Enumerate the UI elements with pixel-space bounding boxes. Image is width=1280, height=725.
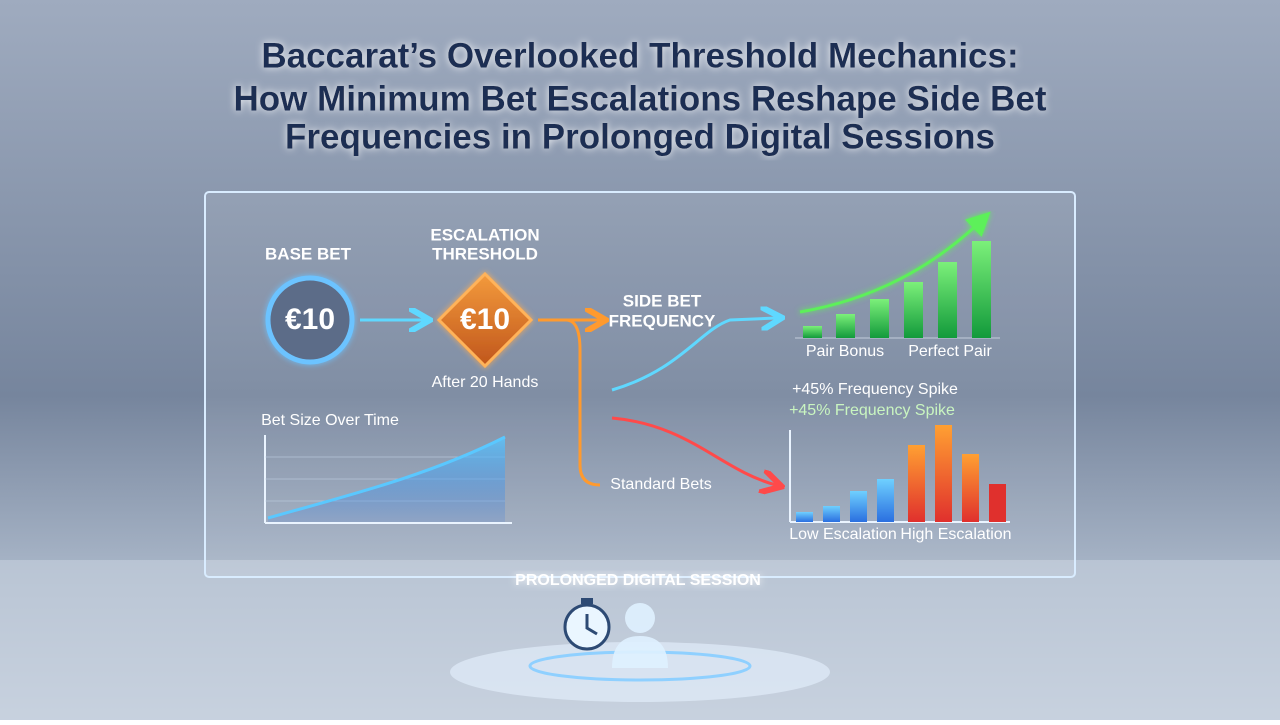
standard-label: Standard Bets	[610, 476, 711, 493]
side-bet-label: SIDE BET	[623, 291, 702, 310]
bet-chart-title: Bet Size Over Time	[261, 412, 399, 429]
side-bet-chart	[795, 211, 1000, 339]
curve	[611, 318, 776, 392]
base-bet-circle	[265, 275, 355, 365]
side-chart-label: Pair Bonus	[806, 343, 884, 360]
base-bet-label: BASE BET	[265, 244, 352, 263]
threshold-diamond	[436, 271, 534, 369]
title-line: Baccarat’s Overlooked Threshold Mechanic…	[261, 36, 1018, 75]
base-bet-amount: €10	[285, 303, 335, 336]
arrow	[565, 318, 601, 487]
pedestal	[450, 642, 830, 702]
threshold-note: After 20 Hands	[432, 374, 539, 391]
side-chart-label: Perfect Pair	[908, 343, 992, 360]
user-icon	[612, 603, 668, 668]
title-line: Frequencies in Prolonged Digital Session…	[285, 117, 995, 156]
spike-chart-label: High Escalation	[900, 526, 1011, 543]
spike-chart	[789, 425, 1010, 523]
spike-annotation: +45% Frequency Spike	[792, 381, 958, 398]
title-line: How Minimum Bet Escalations Reshape Side…	[234, 79, 1047, 118]
threshold-label: THRESHOLD	[432, 244, 538, 263]
spike-chart-label: Low Escalation	[789, 526, 897, 543]
threshold-label: ESCALATION	[430, 225, 539, 244]
spike-annotation: +45% Frequency Spike	[789, 402, 955, 419]
footer-label: PROLONGED DIGITAL SESSION	[515, 572, 761, 589]
curve	[611, 416, 776, 485]
side-bet-label: FREQUENCY	[609, 311, 716, 330]
threshold-amount: €10	[460, 303, 510, 336]
bet-chart	[264, 435, 512, 524]
stopwatch-icon	[563, 598, 611, 651]
